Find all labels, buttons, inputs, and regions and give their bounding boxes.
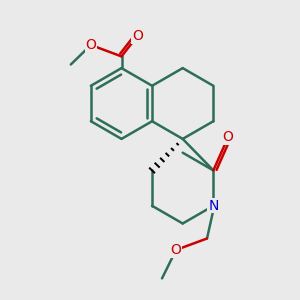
Text: O: O: [85, 38, 96, 52]
Text: O: O: [132, 29, 143, 43]
Text: N: N: [208, 199, 218, 213]
Text: O: O: [171, 243, 182, 257]
Text: O: O: [223, 130, 233, 144]
